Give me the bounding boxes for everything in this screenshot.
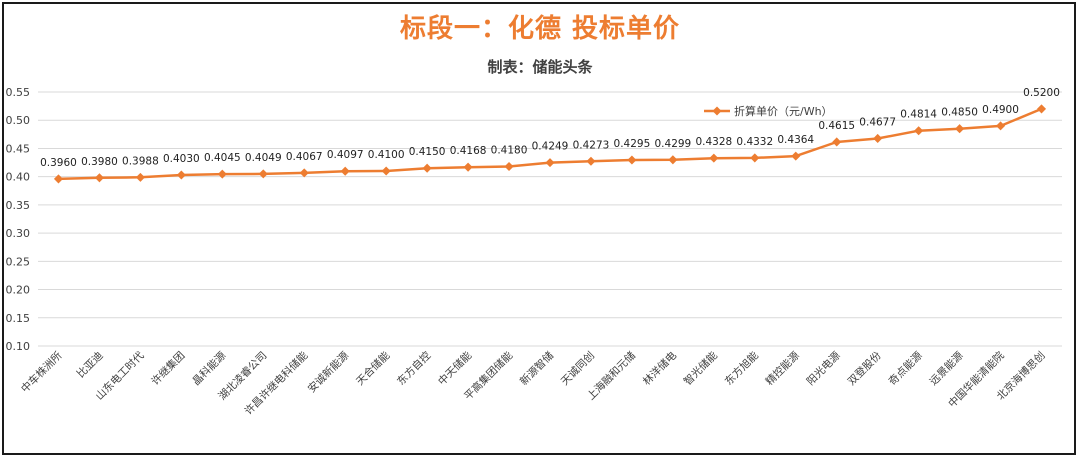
data-label: 0.4814 xyxy=(900,109,937,121)
data-point xyxy=(914,126,924,136)
data-label: 0.4299 xyxy=(655,138,692,150)
x-category-label: 天诚同创 xyxy=(558,349,597,388)
data-label: 0.4097 xyxy=(327,149,364,161)
x-category-label: 中车株洲所 xyxy=(18,349,65,396)
y-tick-label: 0.40 xyxy=(6,171,31,184)
data-point xyxy=(53,174,64,184)
data-label: 0.4677 xyxy=(859,116,896,128)
x-category-label: 双登股份 xyxy=(845,349,884,388)
x-category-label: 东方自控 xyxy=(394,349,433,388)
data-label: 0.4249 xyxy=(532,141,569,153)
x-category-label: 远景能源 xyxy=(927,349,966,388)
data-point xyxy=(750,153,760,163)
data-point xyxy=(668,155,678,165)
data-label: 0.4045 xyxy=(204,152,241,164)
data-label: 0.3980 xyxy=(81,156,118,168)
x-category-label: 安诚新能源 xyxy=(305,349,352,396)
data-label: 0.4295 xyxy=(614,138,651,150)
x-category-label: 林洋储电 xyxy=(640,349,679,388)
data-point xyxy=(709,153,719,163)
y-tick-label: 0.10 xyxy=(6,340,31,353)
data-label: 0.4049 xyxy=(245,152,282,164)
x-category-label: 智光储能 xyxy=(681,349,720,388)
data-point xyxy=(955,124,965,134)
x-category-label: 中天储能 xyxy=(435,349,474,388)
data-point xyxy=(586,156,596,166)
y-tick-label: 0.35 xyxy=(6,199,31,212)
data-label: 0.4168 xyxy=(450,145,487,157)
y-tick-label: 0.50 xyxy=(6,114,31,127)
chart-subtitle: 制表：储能头条 xyxy=(487,58,593,76)
legend-label: 折算单价（元/Wh） xyxy=(734,104,833,118)
data-label: 0.4180 xyxy=(491,145,528,157)
y-tick-label: 0.45 xyxy=(6,142,31,155)
data-point xyxy=(627,155,637,165)
data-label: 0.4850 xyxy=(941,107,978,119)
legend-marker xyxy=(712,106,722,116)
data-point xyxy=(463,162,473,172)
data-point xyxy=(832,137,842,147)
data-label: 0.4067 xyxy=(286,151,323,163)
x-category-label: 晶科能源 xyxy=(190,349,229,388)
chart-title: 标段一：化德 投标单价 xyxy=(399,14,681,44)
data-label: 0.3960 xyxy=(40,157,77,169)
data-label: 0.4273 xyxy=(573,139,610,151)
data-label: 0.4900 xyxy=(982,104,1019,116)
x-category-label: 比亚迪 xyxy=(74,349,106,381)
data-point xyxy=(299,168,309,178)
data-point xyxy=(791,151,801,161)
data-label: 0.4615 xyxy=(818,120,855,132)
x-category-label: 东方旭能 xyxy=(722,349,761,388)
data-point xyxy=(873,133,883,143)
data-point xyxy=(545,158,555,168)
data-point xyxy=(504,161,514,172)
x-category-label: 天合储能 xyxy=(353,349,392,388)
x-category-label: 新源智储 xyxy=(517,349,556,388)
y-tick-label: 0.15 xyxy=(6,312,31,325)
data-label: 0.4150 xyxy=(409,146,446,158)
y-tick-label: 0.20 xyxy=(6,284,31,297)
data-label: 0.4328 xyxy=(695,136,732,148)
data-point xyxy=(135,172,145,182)
data-point xyxy=(94,173,104,183)
data-label: 0.4364 xyxy=(777,134,814,146)
y-tick-label: 0.55 xyxy=(6,86,31,99)
x-category-label: 许继集团 xyxy=(149,349,188,388)
data-label: 0.4100 xyxy=(368,149,405,161)
data-label: 0.4332 xyxy=(736,136,773,148)
data-point xyxy=(217,169,227,179)
data-point xyxy=(1036,104,1047,114)
data-point xyxy=(381,166,391,176)
data-label: 0.3988 xyxy=(122,155,159,167)
data-point xyxy=(422,163,432,173)
data-point xyxy=(176,170,186,180)
data-label: 0.4030 xyxy=(163,153,200,165)
x-category-label: 奇点能源 xyxy=(886,349,925,388)
x-category-label: 精控能源 xyxy=(763,349,802,388)
data-point xyxy=(996,121,1006,131)
y-tick-label: 0.30 xyxy=(6,227,31,240)
data-point xyxy=(340,166,350,176)
data-label: 0.5200 xyxy=(1023,87,1060,99)
x-category-label: 阳光电源 xyxy=(804,349,843,388)
y-tick-label: 0.25 xyxy=(6,255,31,268)
